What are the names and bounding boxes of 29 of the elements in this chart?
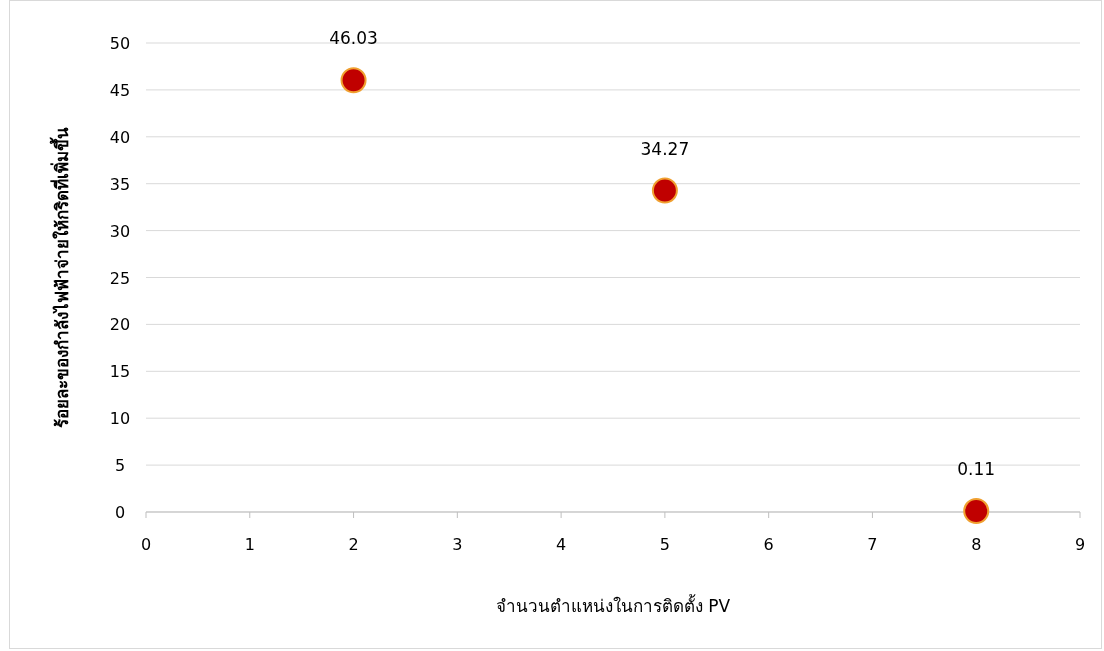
x-axis-title: จำนวนตำแหน่งในการติดตั้ง PV [495,594,731,616]
y-tick-label: 45 [109,80,131,100]
y-tick-label: 0 [114,503,126,522]
data-label: 34.27 [640,138,690,159]
x-tick-label: 7 [867,535,878,554]
x-tick-label: 1 [244,535,255,554]
y-tick-label: 20 [109,315,131,335]
x-tick-label: 4 [556,535,567,554]
y-tick-label: 15 [109,362,131,382]
data-label: 46.03 [329,28,378,49]
y-tick-label: 35 [109,174,131,194]
x-tick-label: 5 [659,535,670,554]
y-tick-label: 50 [109,34,131,53]
point [651,177,678,204]
x-tick-label: 8 [971,535,982,554]
y-tick-label: 40 [109,127,131,147]
y-axis-title: ร้อยละของกำลังไฟฟ้าจ่ายให้กริดที่เพิ่มขึ้น [49,127,72,428]
y-tick-label: 10 [109,409,131,429]
point [963,497,990,524]
y-tick-label: 30 [109,221,131,241]
x-tick-label: 2 [348,535,359,554]
x-tick-label: 6 [763,535,774,554]
x-tick-label: 9 [1074,535,1086,554]
point [340,67,367,94]
data-label: 0.11 [957,458,996,479]
x-tick-label: 0 [140,535,152,554]
x-tick-label: 3 [452,535,463,554]
y-tick-label: 25 [109,268,131,288]
y-tick-label: 5 [114,456,126,476]
